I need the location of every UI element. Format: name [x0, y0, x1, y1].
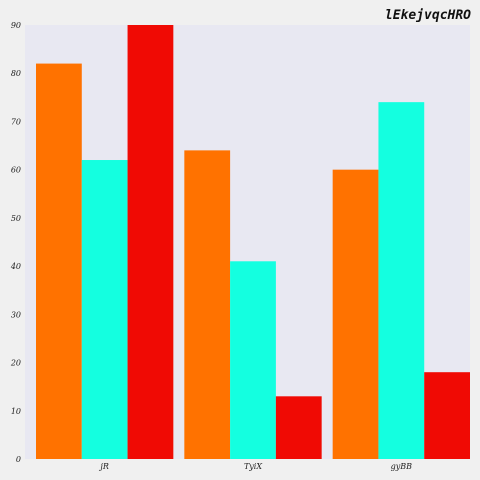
y-tick-label: 0 [16, 455, 21, 464]
bar-jR-series-2 [81, 160, 128, 459]
bar-TyiX-series-3 [275, 396, 322, 459]
bar-TyiX-series-2 [230, 261, 276, 459]
y-tick-label: 70 [11, 117, 21, 126]
y-tick-label: 10 [11, 407, 21, 416]
bar-jR-series-3 [127, 25, 174, 459]
bar-TyiX-series-1 [184, 150, 231, 459]
x-tick-label: jR [98, 462, 109, 471]
chart-title: lEkejvqcHRO [385, 8, 471, 23]
y-tick-label: 50 [11, 214, 21, 223]
y-tick-label: 30 [11, 310, 21, 319]
x-tick-label: gyBB [391, 462, 413, 471]
bar-gyBB-series-1 [332, 169, 379, 459]
y-axis-ticks: 0 10 20 30 40 50 60 70 80 90 [10, 21, 21, 464]
x-tick-label: TyiX [244, 462, 262, 471]
x-axis-ticks: jR TyiX gyBB [98, 462, 412, 471]
y-tick-label: 80 [11, 69, 21, 78]
bar-jR-series-1 [36, 63, 82, 459]
bar-gyBB-series-2 [378, 102, 425, 460]
y-tick-label: 20 [10, 359, 21, 368]
y-tick-label: 90 [11, 21, 21, 30]
bars-group [36, 25, 470, 460]
bar-gyBB-series-3 [424, 372, 470, 459]
y-tick-label: 40 [10, 262, 21, 271]
y-tick-label: 60 [11, 166, 21, 175]
